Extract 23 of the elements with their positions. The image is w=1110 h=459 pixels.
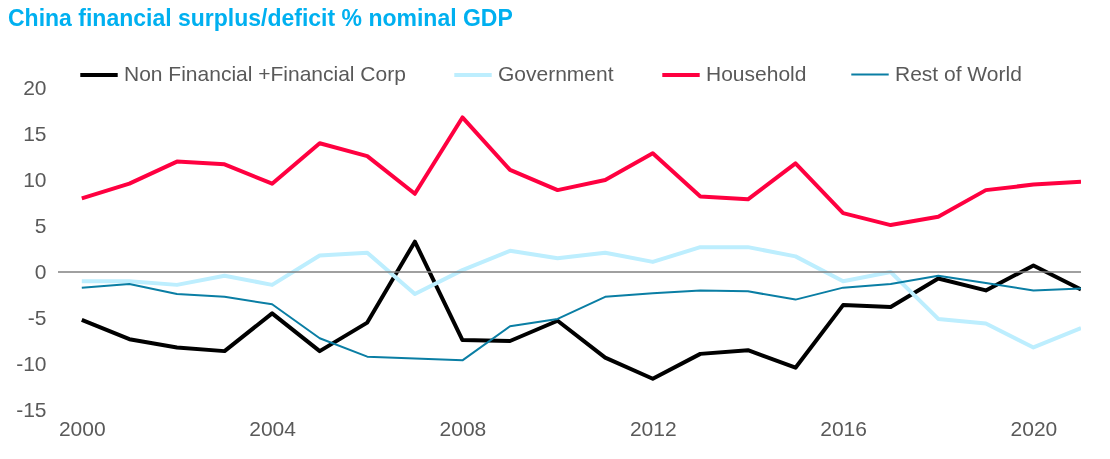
line-series [79, 245, 1081, 350]
line-series [80, 274, 1081, 362]
y-tick-label: -15 [16, 397, 47, 421]
legend-label: Government [498, 62, 614, 85]
x-tick-label: 2004 [249, 416, 297, 440]
y-tick-label: 10 [23, 167, 47, 191]
legend-label: Non Financial +Financial Corp [124, 62, 406, 85]
legend-label: Household [706, 62, 807, 85]
y-tick-label: 20 [23, 75, 47, 99]
legend-label: Rest of World [895, 61, 1022, 85]
y-tick-label: 0 [34, 259, 47, 283]
x-tick-label: 2016 [820, 416, 867, 440]
chart-title: China financial surplus/deficit % nominal GDP [8, 5, 513, 31]
y-tick-label: -5 [27, 305, 47, 329]
x-tick-label: 2000 [58, 416, 106, 440]
y-tick-label: -10 [16, 351, 47, 375]
x-tick-label: 2012 [629, 416, 677, 440]
x-tick-label: 2008 [439, 416, 487, 440]
line-series [79, 239, 1081, 381]
y-tick-label: 15 [23, 121, 47, 145]
x-tick-label: 2020 [1010, 416, 1058, 440]
line-series [79, 115, 1081, 228]
y-tick-label: 5 [34, 213, 47, 237]
